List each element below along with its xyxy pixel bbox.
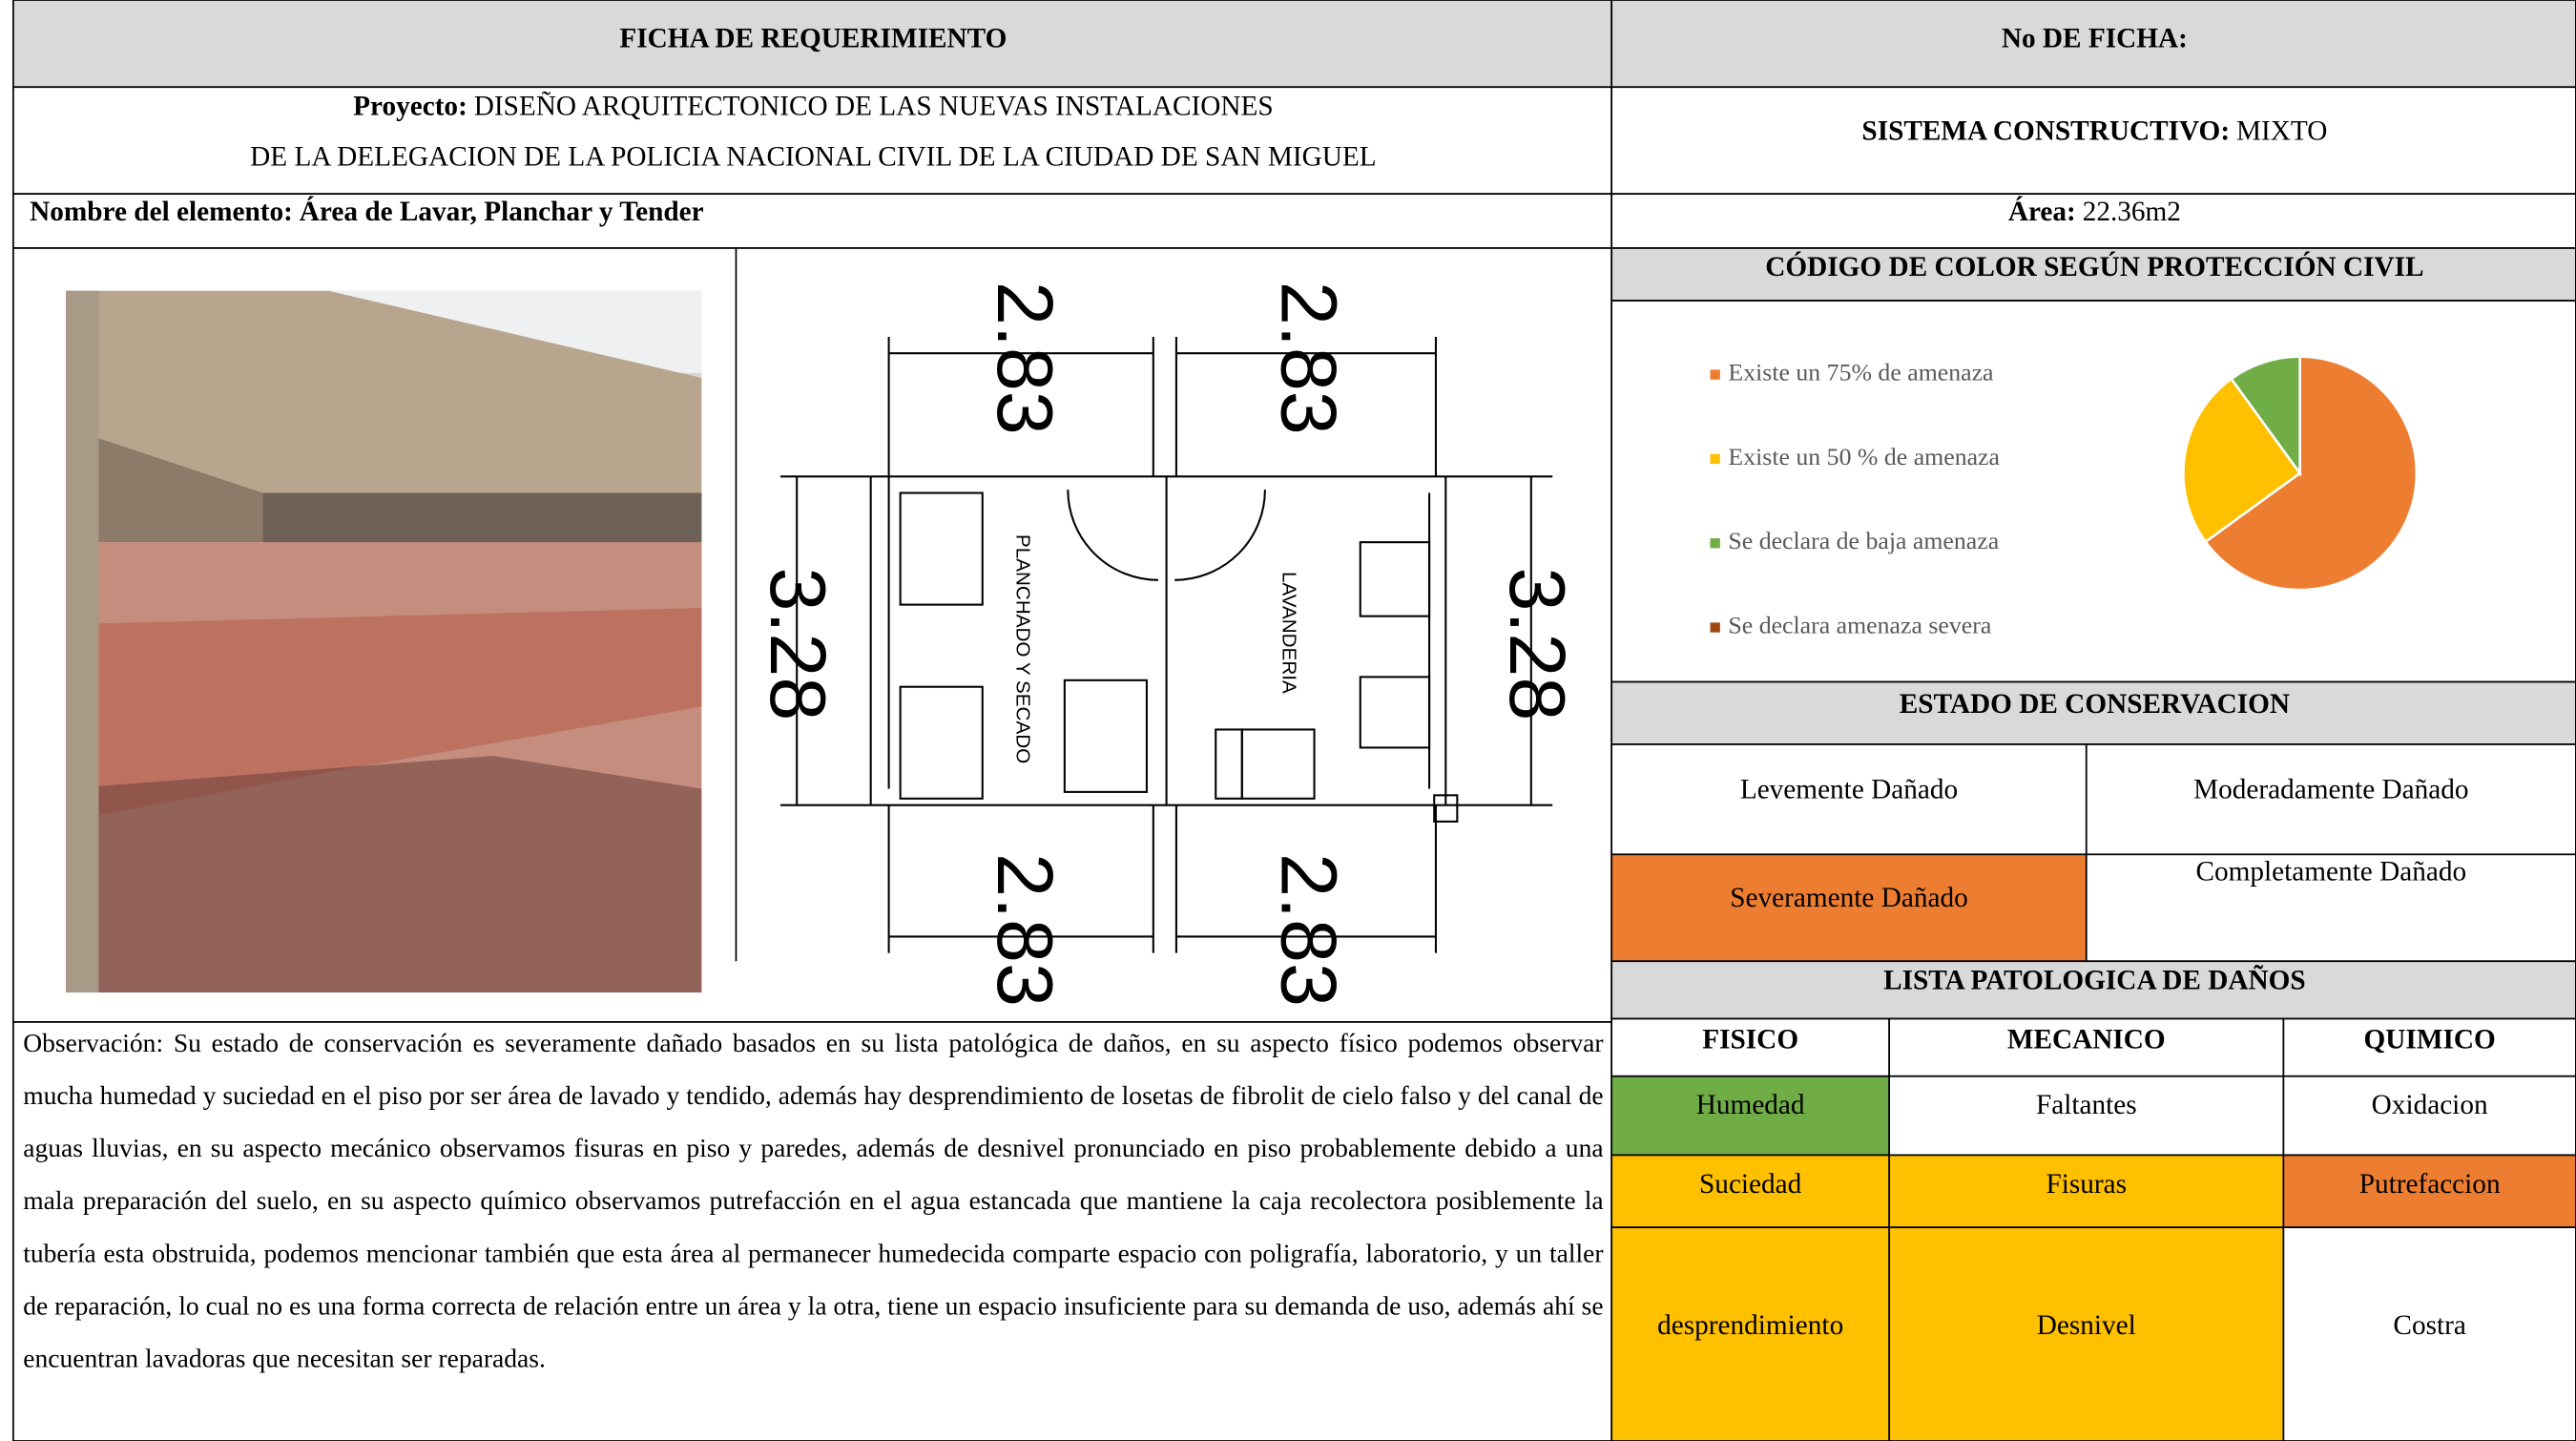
fixture <box>899 491 984 606</box>
project-line: DE LA DELEGACION DE LA POLICIA NACIONAL … <box>250 142 1377 173</box>
room-label: PLANCHADO Y SECADO <box>1012 534 1034 763</box>
section-title: CÓDIGO DE COLOR SEGÚN PROTECCIÓN CIVIL <box>1765 251 2423 282</box>
pie-slice <box>2229 355 2301 477</box>
state-label: Levemente Dañado <box>1740 775 1958 805</box>
system: SISTEMA CONSTRUCTIVO: MIXTO <box>1861 115 2327 146</box>
state-cell <box>2085 743 2576 856</box>
legend-swatch <box>1710 622 1720 633</box>
legend-label: Existe un 50 % de amenaza <box>1728 443 2000 470</box>
cell <box>12 0 1613 89</box>
fixture <box>899 685 984 800</box>
damage-label: Desnivel <box>2037 1310 2136 1341</box>
text-part: SISTEMA CONSTRUCTIVO: <box>1861 115 2230 146</box>
text-part: DISEÑO ARQUITECTONICO DE LAS NUEVAS INST… <box>474 91 1274 121</box>
room-label: LAVANDERIA <box>1278 572 1300 694</box>
damage-label: Oxidacion <box>2372 1090 2488 1120</box>
column-header-label: FISICO <box>1702 1024 1798 1055</box>
floor-plan <box>779 336 1553 953</box>
damage-cell <box>2282 1154 2576 1229</box>
fixture <box>1063 679 1148 793</box>
legend-label: Se declara amenaza severa <box>1728 611 1991 638</box>
damage-label: Faltantes <box>2036 1090 2137 1120</box>
section-title: LISTA PATOLOGICA DE DAÑOS <box>1883 964 2306 995</box>
cell <box>12 1021 1613 1441</box>
text-part: Área: <box>2008 196 2076 227</box>
text-part: Área de Lavar, Planchar y Tender <box>300 196 704 227</box>
damage-label: Costra <box>2393 1310 2465 1341</box>
ficha-label: No DE FICHA: <box>2002 24 2188 54</box>
dimension: 2.83 <box>1265 282 1354 435</box>
column-header-label: MECANICO <box>2007 1024 2166 1055</box>
header-title: FICHA DE REQUERIMIENTO <box>619 24 1007 54</box>
legend-swatch <box>1710 538 1720 549</box>
damage-label: Putrefaccion <box>2359 1169 2501 1200</box>
column-header <box>1888 1017 2285 1077</box>
fixture <box>1215 728 1243 800</box>
text-part: MIXTO <box>2236 115 2327 146</box>
observation-text: Observación: Su estado de conservación e… <box>23 1030 1604 1374</box>
legend-label: Se declara de baja amenaza <box>1728 527 1999 554</box>
cell <box>12 86 1613 196</box>
dimension: 2.83 <box>981 853 1070 1007</box>
legend-swatch <box>1710 453 1720 465</box>
state-cell <box>1610 743 2088 856</box>
damage-cell <box>2282 1075 2576 1157</box>
project-line: Proyecto: DISEÑO ARQUITECTONICO DE LAS NU… <box>353 91 1274 121</box>
damage-cell <box>1888 1075 2285 1157</box>
dimension: 3.28 <box>1493 568 1582 721</box>
damage-label: Humedad <box>1696 1090 1805 1120</box>
cell <box>1610 680 2576 745</box>
state-label: Severamente Dañado <box>1730 883 1967 913</box>
element: Nombre del elemento: Área de Lavar, Planc… <box>30 196 704 227</box>
cell <box>1610 247 2576 302</box>
text-part: Proyecto: <box>353 91 467 121</box>
site-photo <box>65 290 702 992</box>
section-title: ESTADO DE CONSERVACION <box>1900 689 2290 720</box>
legend-swatch <box>1710 369 1720 380</box>
state-label: Completamente Dañado <box>2196 857 2467 888</box>
cell <box>1610 960 2576 1020</box>
fixture <box>1359 541 1431 617</box>
dimension: 2.83 <box>1265 853 1354 1007</box>
area: Área: 22.36m2 <box>2008 196 2181 227</box>
pie-slice <box>2182 377 2302 544</box>
dimension: 3.28 <box>754 568 842 721</box>
legend-label: Existe un 75% de amenaza <box>1728 358 1994 386</box>
fixture <box>1359 676 1431 749</box>
cell <box>1610 86 2576 196</box>
dimension: 2.83 <box>981 282 1070 435</box>
door-swing <box>1174 490 1266 581</box>
damage-cell <box>2282 1226 2576 1441</box>
column <box>1433 794 1459 823</box>
state-label: Moderadamente Dañado <box>2193 775 2468 805</box>
text-part: 22.36m2 <box>2083 197 2181 227</box>
pie-slice <box>2203 355 2419 592</box>
damage-label: Suciedad <box>1699 1169 1802 1200</box>
damage-cell <box>1610 1226 1891 1441</box>
column-header-label: QUIMICO <box>2364 1024 2496 1055</box>
damage-cell <box>1610 1075 1891 1157</box>
damage-cell <box>1888 1226 2285 1441</box>
cell <box>1610 0 2576 89</box>
text-part: Nombre del elemento: <box>30 197 293 227</box>
damage-cell <box>1888 1154 2285 1229</box>
door-swing <box>1067 490 1158 581</box>
damage-label: desprendimiento <box>1657 1310 1843 1341</box>
observation-box: Observación: Su estado de conservación e… <box>23 1030 1604 1374</box>
damage-label: Fisuras <box>2046 1169 2128 1200</box>
